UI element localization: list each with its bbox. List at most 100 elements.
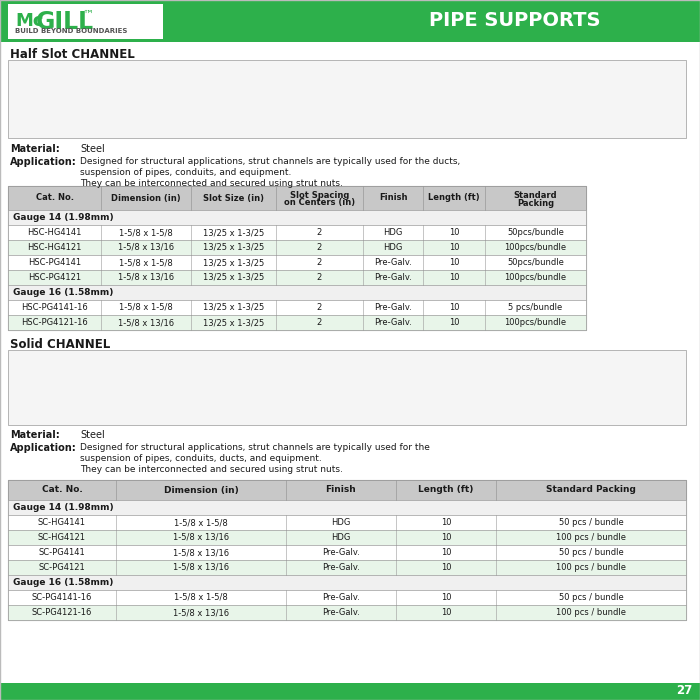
Text: HDG: HDG (384, 243, 402, 252)
Text: 13/25 x 1-3/25: 13/25 x 1-3/25 (203, 273, 264, 282)
Text: Slot Spacing: Slot Spacing (290, 190, 349, 199)
Text: Pre-Galv.: Pre-Galv. (374, 273, 412, 282)
Text: Gauge 16 (1.58mm): Gauge 16 (1.58mm) (13, 288, 113, 297)
Text: 13/25 x 1-3/25: 13/25 x 1-3/25 (203, 318, 264, 327)
Text: 13/25 x 1-3/25: 13/25 x 1-3/25 (203, 228, 264, 237)
Text: 5 pcs/bundle: 5 pcs/bundle (508, 303, 563, 312)
Text: 2: 2 (317, 273, 322, 282)
Text: Material:: Material: (10, 430, 60, 440)
Text: Dimension (in): Dimension (in) (111, 193, 181, 202)
Text: 10: 10 (441, 593, 452, 602)
Text: HSC-PG4141-16: HSC-PG4141-16 (21, 303, 88, 312)
Bar (8, 480, 686, 500)
Text: Cat. No.: Cat. No. (41, 486, 83, 494)
Text: GILL: GILL (36, 10, 94, 34)
Text: HSC-PG4121-16: HSC-PG4121-16 (21, 318, 88, 327)
Text: 13/25 x 1-3/25: 13/25 x 1-3/25 (203, 243, 264, 252)
Text: 100 pcs / bundle: 100 pcs / bundle (556, 608, 626, 617)
Text: Pre-Galv.: Pre-Galv. (322, 548, 360, 557)
Text: HSC-HG4141: HSC-HG4141 (27, 228, 82, 237)
Bar (8, 60, 686, 138)
Text: on Centers (in): on Centers (in) (284, 199, 355, 207)
Text: 10: 10 (449, 228, 459, 237)
Text: 1-5/8 x 13/16: 1-5/8 x 13/16 (118, 273, 174, 282)
Text: ™: ™ (82, 10, 93, 20)
Text: 1-5/8 x 13/16: 1-5/8 x 13/16 (173, 563, 229, 572)
Bar (8, 315, 586, 330)
Bar (8, 300, 586, 315)
Text: Steel: Steel (80, 430, 105, 440)
Text: Designed for structural applications, strut channels are typically used for the: Designed for structural applications, st… (80, 443, 430, 452)
Bar (8, 186, 586, 330)
Text: 10: 10 (441, 563, 452, 572)
Text: Dimension (in): Dimension (in) (164, 486, 239, 494)
Text: Designed for structural applications, strut channels are typically used for the : Designed for structural applications, st… (80, 157, 461, 166)
Text: Cat. No.: Cat. No. (36, 193, 74, 202)
Text: 1-5/8 x 1-5/8: 1-5/8 x 1-5/8 (119, 303, 173, 312)
Text: SC-PG4141-16: SC-PG4141-16 (32, 593, 92, 602)
Text: They can be interconnected and secured using strut nuts.: They can be interconnected and secured u… (80, 179, 343, 188)
Text: 10: 10 (449, 243, 459, 252)
Text: Slot Size (in): Slot Size (in) (203, 193, 264, 202)
Bar (8, 590, 686, 605)
Text: Packing: Packing (517, 199, 554, 207)
Text: SC-PG4121: SC-PG4121 (38, 563, 85, 572)
Text: 2: 2 (317, 303, 322, 312)
Text: 1-5/8 x 13/16: 1-5/8 x 13/16 (173, 608, 229, 617)
Text: 50 pcs / bundle: 50 pcs / bundle (559, 593, 624, 602)
Text: 50 pcs / bundle: 50 pcs / bundle (559, 548, 624, 557)
Text: SC-HG4141: SC-HG4141 (38, 518, 86, 527)
Bar (8, 515, 686, 530)
Text: 10: 10 (441, 518, 452, 527)
Text: 10: 10 (449, 258, 459, 267)
Text: suspension of pipes, conduits, and equipment.: suspension of pipes, conduits, and equip… (80, 168, 291, 177)
Bar (8, 186, 586, 210)
Bar (8, 575, 686, 590)
Text: They can be interconnected and secured using strut nuts.: They can be interconnected and secured u… (80, 465, 343, 474)
Text: HSC-PG4121: HSC-PG4121 (28, 273, 81, 282)
Text: Pre-Galv.: Pre-Galv. (322, 563, 360, 572)
Text: Material:: Material: (10, 144, 60, 154)
Bar (8, 560, 686, 575)
Text: Pre-Galv.: Pre-Galv. (374, 303, 412, 312)
Text: Length (ft): Length (ft) (428, 193, 480, 202)
Text: 2: 2 (317, 318, 322, 327)
Text: Gauge 16 (1.58mm): Gauge 16 (1.58mm) (13, 578, 113, 587)
Text: 100pcs/bundle: 100pcs/bundle (505, 318, 566, 327)
Text: 50pcs/bundle: 50pcs/bundle (507, 258, 564, 267)
Text: BUILD BEYOND BOUNDARIES: BUILD BEYOND BOUNDARIES (15, 28, 127, 34)
Text: 10: 10 (441, 548, 452, 557)
Bar (8, 500, 686, 515)
Text: HDG: HDG (331, 518, 351, 527)
Bar (0, 0, 700, 42)
Bar (8, 530, 686, 545)
Text: Mc: Mc (15, 12, 43, 30)
Text: 13/25 x 1-3/25: 13/25 x 1-3/25 (203, 303, 264, 312)
Bar (0, 683, 700, 700)
Text: 1-5/8 x 13/16: 1-5/8 x 13/16 (118, 243, 174, 252)
Text: 1-5/8 x 1-5/8: 1-5/8 x 1-5/8 (119, 228, 173, 237)
Text: 50 pcs / bundle: 50 pcs / bundle (559, 518, 624, 527)
Text: 10: 10 (441, 608, 452, 617)
Bar (8, 270, 586, 285)
Text: Steel: Steel (80, 144, 105, 154)
Text: 10: 10 (449, 273, 459, 282)
Bar (8, 350, 686, 425)
Text: Pre-Galv.: Pre-Galv. (374, 258, 412, 267)
Text: Application:: Application: (10, 443, 77, 453)
Text: 1-5/8 x 1-5/8: 1-5/8 x 1-5/8 (174, 518, 228, 527)
Text: Standard Packing: Standard Packing (546, 486, 636, 494)
Text: 2: 2 (317, 228, 322, 237)
Text: HSC-PG4141: HSC-PG4141 (28, 258, 81, 267)
Text: 100 pcs / bundle: 100 pcs / bundle (556, 533, 626, 542)
Text: Pre-Galv.: Pre-Galv. (322, 593, 360, 602)
Text: Half Slot CHANNEL: Half Slot CHANNEL (10, 48, 134, 61)
Text: PIPE SUPPORTS: PIPE SUPPORTS (429, 11, 601, 31)
Text: SC-PG4141: SC-PG4141 (38, 548, 85, 557)
Text: 10: 10 (449, 303, 459, 312)
Bar (8, 4, 163, 39)
Bar (8, 605, 686, 620)
Text: 13/25 x 1-3/25: 13/25 x 1-3/25 (203, 258, 264, 267)
Text: 1-5/8 x 13/16: 1-5/8 x 13/16 (173, 533, 229, 542)
Text: 27: 27 (676, 685, 692, 697)
